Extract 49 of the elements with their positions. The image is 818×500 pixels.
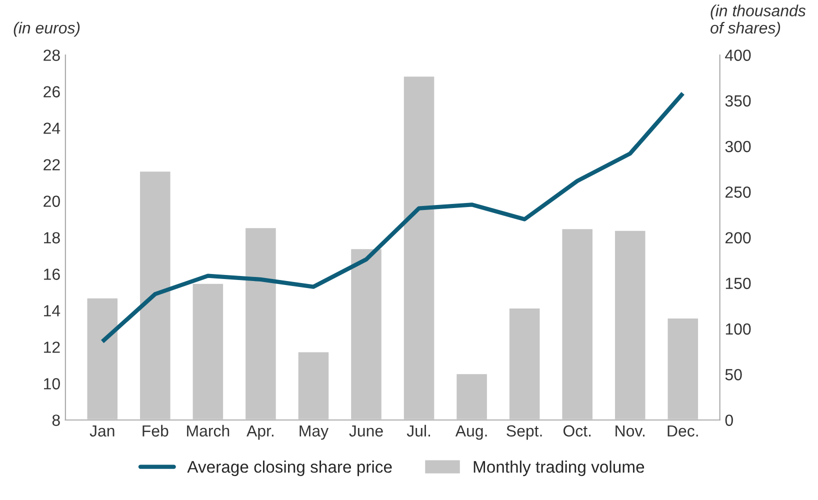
bar (296, 350, 330, 420)
y-tick-label: 28 (44, 50, 60, 61)
bar (86, 297, 119, 420)
x-tick-label: Feb (142, 424, 168, 437)
bar (138, 170, 172, 420)
y2-axis-title: (in thousands of shares) (710, 4, 806, 37)
y2-tick-label: 300 (725, 140, 751, 152)
y-tick-label: 26 (44, 86, 60, 98)
bar (455, 372, 488, 420)
bar (350, 248, 383, 420)
y-tick-label: 20 (44, 196, 60, 207)
bar (402, 75, 436, 420)
legend-label: Monthly trading volume (474, 460, 644, 476)
x-tick-label: Aug. (455, 425, 487, 440)
y2-tick-label: 0 (725, 414, 733, 426)
y-tick-label: 12 (44, 342, 60, 353)
y2-tick-label: 150 (726, 278, 751, 290)
x-tick-label: Jul. (406, 424, 430, 437)
x-tick-label: Oct. (563, 425, 591, 437)
x-tick-label: May (300, 425, 329, 440)
line-series (100, 91, 685, 344)
legend-label: Average closing share price (187, 460, 392, 476)
x-tick-label: Dec. (668, 425, 698, 437)
bar (191, 282, 224, 420)
x-tick-label: Sept. (506, 425, 542, 440)
y-tick-label: 14 (44, 305, 60, 316)
y2-tick-label: 400 (725, 50, 751, 61)
y2-tick-label: 250 (726, 186, 751, 198)
y-tick-label: 16 (44, 268, 60, 280)
y-tick-label: 10 (44, 378, 60, 390)
y-tick-label: 18 (44, 232, 60, 244)
x-tick-label: Apr. (246, 425, 274, 440)
y2-tick-label: 350 (725, 95, 751, 107)
y2-tick-label: 100 (726, 323, 751, 335)
y-axis-title: (in euros) (14, 22, 80, 37)
bar (614, 230, 647, 420)
bar (244, 226, 278, 420)
y-tick-label: 22 (44, 159, 60, 170)
x-tick-label: June (349, 425, 383, 437)
y-tick-label: 8 (52, 414, 60, 426)
x-tick-label: March (187, 424, 230, 437)
y2-tick-label: 200 (726, 232, 751, 244)
bar (508, 307, 542, 420)
y-tick-label: 24 (44, 122, 60, 134)
bar (560, 228, 594, 420)
bar (666, 317, 700, 420)
y2-tick-label: 50 (725, 369, 742, 380)
x-tick-label: Nov. (616, 425, 644, 437)
x-tick-label: Jan (90, 425, 114, 437)
